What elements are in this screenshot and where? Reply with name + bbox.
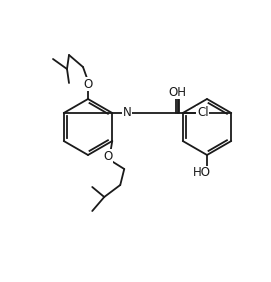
Text: OH: OH [169,85,187,98]
Text: Cl: Cl [197,107,209,120]
Text: N: N [123,107,132,120]
Text: O: O [104,149,113,162]
Text: O: O [83,78,93,91]
Text: HO: HO [193,166,211,180]
